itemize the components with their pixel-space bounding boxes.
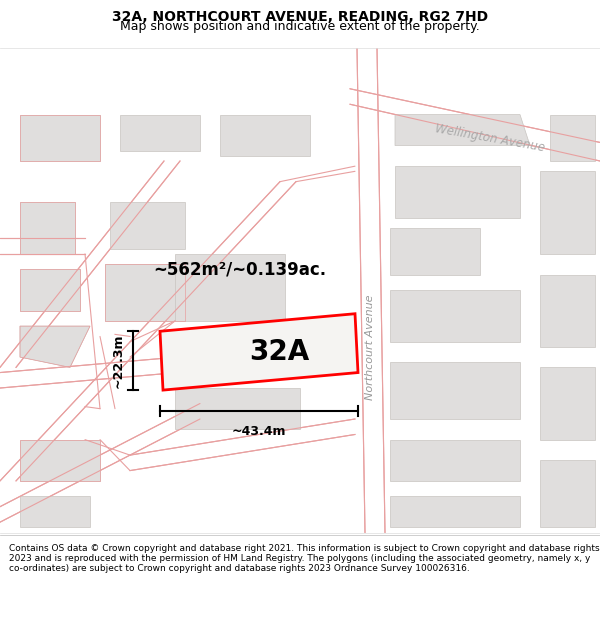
Polygon shape [20, 439, 100, 481]
Polygon shape [540, 274, 595, 347]
Polygon shape [540, 460, 595, 528]
Polygon shape [540, 171, 595, 254]
Polygon shape [105, 264, 185, 321]
Polygon shape [20, 326, 90, 367]
Polygon shape [0, 404, 200, 522]
Text: Contains OS data © Crown copyright and database right 2021. This information is : Contains OS data © Crown copyright and d… [9, 544, 599, 573]
Text: Northcourt Avenue: Northcourt Avenue [365, 294, 375, 399]
Polygon shape [390, 290, 520, 342]
Polygon shape [160, 314, 358, 390]
Polygon shape [395, 114, 530, 146]
Polygon shape [175, 388, 300, 429]
Polygon shape [175, 254, 285, 321]
Polygon shape [390, 362, 520, 419]
Polygon shape [540, 368, 595, 439]
Polygon shape [0, 161, 180, 368]
Polygon shape [20, 202, 75, 254]
Text: ~562m²/~0.139ac.: ~562m²/~0.139ac. [154, 261, 326, 278]
Text: ~22.3m: ~22.3m [112, 333, 125, 388]
Text: 32A, NORTHCOURT AVENUE, READING, RG2 7HD: 32A, NORTHCOURT AVENUE, READING, RG2 7HD [112, 11, 488, 24]
Polygon shape [130, 419, 355, 471]
Polygon shape [20, 269, 80, 311]
Polygon shape [20, 496, 90, 528]
Polygon shape [130, 342, 355, 357]
Text: 32A: 32A [249, 338, 309, 366]
Polygon shape [357, 48, 385, 532]
Polygon shape [120, 114, 200, 151]
Polygon shape [550, 114, 595, 161]
Polygon shape [390, 228, 480, 274]
Polygon shape [20, 114, 100, 161]
Text: ~43.4m: ~43.4m [232, 425, 286, 438]
Polygon shape [350, 89, 600, 161]
Polygon shape [110, 202, 185, 249]
Polygon shape [220, 114, 310, 156]
Polygon shape [390, 439, 520, 481]
Polygon shape [395, 166, 520, 217]
Polygon shape [0, 238, 85, 254]
Polygon shape [0, 182, 296, 481]
Polygon shape [350, 94, 380, 120]
Polygon shape [390, 496, 520, 528]
Polygon shape [85, 334, 130, 409]
Polygon shape [0, 342, 355, 388]
Text: Map shows position and indicative extent of the property.: Map shows position and indicative extent… [120, 20, 480, 33]
Text: Wellington Avenue: Wellington Avenue [434, 122, 546, 154]
